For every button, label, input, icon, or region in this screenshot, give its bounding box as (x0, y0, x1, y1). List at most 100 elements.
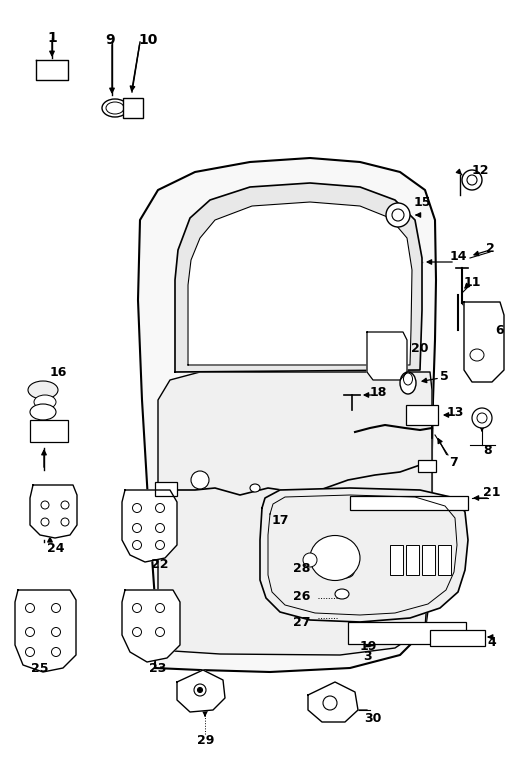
Circle shape (477, 413, 487, 423)
Circle shape (41, 518, 49, 526)
Circle shape (133, 523, 141, 533)
Circle shape (392, 209, 404, 221)
Text: 22: 22 (151, 558, 169, 571)
Text: 30: 30 (364, 712, 382, 724)
Ellipse shape (102, 99, 128, 117)
Polygon shape (367, 332, 407, 380)
Polygon shape (30, 485, 77, 538)
Text: 24: 24 (47, 541, 65, 554)
Bar (30, 420, 68, 442)
Ellipse shape (336, 566, 354, 578)
Ellipse shape (30, 404, 56, 420)
Bar (406, 405, 438, 425)
Text: 12: 12 (471, 164, 489, 177)
Text: 29: 29 (198, 733, 215, 747)
Circle shape (133, 628, 141, 636)
Circle shape (52, 604, 61, 612)
Text: 28: 28 (293, 561, 311, 574)
Circle shape (156, 523, 165, 533)
Polygon shape (36, 60, 68, 80)
Text: 2: 2 (486, 242, 494, 255)
Circle shape (25, 628, 35, 636)
Bar (422, 545, 435, 575)
Circle shape (52, 628, 61, 636)
Circle shape (323, 696, 337, 710)
Text: 19: 19 (359, 639, 376, 652)
Circle shape (194, 684, 206, 696)
Circle shape (156, 540, 165, 550)
Bar (430, 630, 485, 646)
Circle shape (467, 175, 477, 185)
Text: 16: 16 (49, 365, 67, 378)
Circle shape (191, 471, 209, 489)
Circle shape (133, 604, 141, 612)
Ellipse shape (310, 536, 360, 581)
Polygon shape (308, 682, 358, 722)
Text: 18: 18 (370, 385, 387, 398)
Polygon shape (122, 490, 177, 562)
Text: 7: 7 (449, 455, 457, 469)
Circle shape (61, 518, 69, 526)
Circle shape (462, 170, 482, 190)
Ellipse shape (250, 484, 260, 492)
Polygon shape (122, 590, 180, 662)
Polygon shape (158, 372, 432, 655)
Bar (155, 482, 177, 496)
Text: 1: 1 (47, 31, 57, 45)
Ellipse shape (335, 589, 349, 599)
Text: 17: 17 (271, 513, 289, 527)
Ellipse shape (106, 102, 124, 114)
Circle shape (386, 203, 410, 227)
Circle shape (472, 408, 492, 428)
Ellipse shape (470, 349, 484, 361)
Text: 4: 4 (487, 636, 496, 649)
Polygon shape (464, 302, 504, 382)
Text: 15: 15 (413, 195, 431, 208)
Ellipse shape (28, 381, 58, 399)
Text: 23: 23 (149, 662, 167, 675)
Text: 25: 25 (31, 662, 49, 675)
Circle shape (156, 604, 165, 612)
Bar (438, 545, 451, 575)
Polygon shape (175, 183, 422, 372)
Bar (418, 460, 436, 472)
Circle shape (156, 628, 165, 636)
Ellipse shape (404, 373, 413, 385)
Text: 5: 5 (440, 371, 448, 384)
Circle shape (52, 648, 61, 656)
Circle shape (156, 503, 165, 513)
Text: 13: 13 (447, 405, 464, 418)
Bar (123, 98, 143, 118)
Circle shape (133, 503, 141, 513)
Polygon shape (260, 488, 468, 622)
Text: 11: 11 (463, 276, 481, 290)
Circle shape (41, 501, 49, 509)
Ellipse shape (400, 372, 416, 394)
Circle shape (61, 501, 69, 509)
Circle shape (303, 553, 317, 567)
Text: 8: 8 (484, 443, 492, 456)
Text: 9: 9 (105, 33, 115, 47)
Text: 14: 14 (449, 249, 467, 262)
Circle shape (25, 648, 35, 656)
Bar (406, 545, 419, 575)
Polygon shape (138, 158, 436, 672)
Circle shape (198, 688, 202, 692)
Circle shape (25, 604, 35, 612)
Text: 21: 21 (483, 486, 501, 499)
Polygon shape (188, 202, 412, 365)
Text: 3: 3 (364, 649, 372, 662)
Bar (390, 545, 403, 575)
Bar (350, 496, 468, 510)
Polygon shape (177, 670, 225, 712)
Polygon shape (15, 590, 76, 672)
Ellipse shape (34, 395, 56, 409)
Ellipse shape (340, 569, 350, 575)
Text: 20: 20 (411, 341, 429, 354)
Text: 10: 10 (138, 33, 158, 47)
Bar (348, 622, 466, 644)
Circle shape (133, 540, 141, 550)
Text: 6: 6 (495, 323, 504, 337)
Text: 26: 26 (293, 590, 311, 602)
Text: 27: 27 (293, 615, 311, 628)
